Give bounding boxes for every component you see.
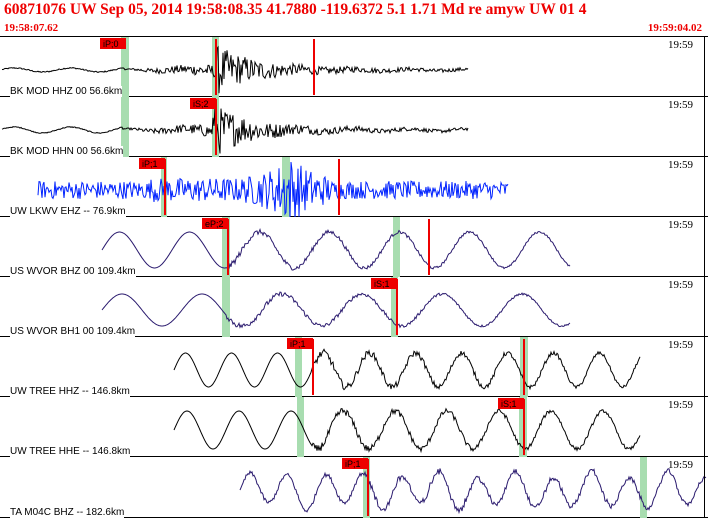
pick-line[interactable] — [523, 339, 525, 395]
analysis-window — [363, 457, 370, 518]
seismogram-panel[interactable]: iP;1 19:59 UW TREE HHZ -- 146.8km — [0, 337, 708, 398]
time-start-label: 19:58:07.62 — [4, 22, 59, 34]
pick-flag[interactable] — [139, 158, 165, 169]
waveform-canvas: iS;1 — [173, 397, 641, 457]
pick-line[interactable] — [367, 459, 369, 516]
seismogram-panels: iP;0 19:59 BK MOD HHZ 00 56.6km iS;2 19:59 BK… — [0, 37, 708, 519]
waveform-canvas: iP;0 — [1, 37, 469, 97]
header: 60871076 UW Sep 05, 2014 19:58:08.35 41.… — [0, 0, 708, 38]
station-channel-label: BK MOD HHN 00 56.6km — [10, 146, 124, 158]
station-channel-label: UW TREE HHZ -- 146.8km — [10, 386, 130, 398]
pick-line[interactable] — [215, 39, 217, 95]
station-channel-label: TA M04C BHZ -- 182.6km — [10, 507, 125, 519]
seismogram-panel[interactable]: iP;0 19:59 BK MOD HHZ 00 56.6km — [0, 37, 708, 98]
pick-line[interactable] — [164, 159, 166, 215]
analysis-window — [297, 397, 304, 457]
pick-flag[interactable] — [498, 398, 524, 409]
analysis-window — [282, 157, 290, 217]
analysis-window — [121, 97, 129, 157]
pick-line[interactable] — [396, 279, 398, 335]
waveform-canvas: iP;1 — [239, 457, 707, 518]
waveform-trace — [239, 468, 707, 515]
panel-time-label: 19:59 — [668, 219, 694, 231]
pick-flag[interactable] — [287, 338, 313, 349]
pick-flag-label: iP;1 — [345, 459, 361, 469]
waveform-canvas: iP;1 — [37, 157, 509, 217]
header-divider — [0, 36, 708, 37]
station-channel-label: US WVOR BHZ 00 109.4km — [10, 266, 136, 278]
pick-flag[interactable] — [202, 218, 228, 229]
pick-line[interactable] — [428, 219, 430, 275]
seismogram-panel[interactable]: iP;1 19:59 UW LKWV EHZ -- 76.9km — [0, 157, 708, 218]
pick-flag-label: iS;2 — [193, 99, 209, 109]
waveform-trace — [173, 348, 641, 391]
pick-line[interactable] — [215, 99, 217, 155]
analysis-window — [121, 37, 129, 97]
panel-time-label: 19:59 — [668, 459, 694, 471]
right-border — [704, 37, 705, 518]
analysis-window — [222, 277, 230, 337]
waveform-trace — [173, 407, 641, 454]
station-channel-label: UW LKWV EHZ -- 76.9km — [10, 206, 126, 218]
pick-line[interactable] — [227, 219, 229, 275]
analysis-window — [295, 337, 302, 397]
pick-line[interactable] — [338, 159, 340, 215]
pick-line[interactable] — [313, 39, 315, 95]
panel-time-label: 19:59 — [668, 39, 694, 51]
station-channel-label: UW TREE HHE -- 146.8km — [10, 446, 131, 458]
waveform-canvas: iP;1 — [173, 337, 641, 397]
station-channel-label: US WVOR BH1 00 109.4km — [10, 326, 136, 338]
pick-line[interactable] — [523, 399, 525, 455]
pick-flag-label: iP;1 — [142, 159, 158, 169]
waveform-canvas: iS;1 — [101, 277, 571, 337]
time-end-label: 19:59:04.02 — [647, 22, 702, 34]
panel-time-label: 19:59 — [668, 99, 694, 111]
seismogram-panel[interactable]: iS;1 19:59 US WVOR BH1 00 109.4km — [0, 277, 708, 338]
pick-flag[interactable] — [342, 458, 368, 469]
waveform-canvas: iS;2 — [1, 97, 469, 157]
pick-flag-label: iP;1 — [290, 339, 306, 349]
panel-time-label: 19:59 — [668, 339, 694, 351]
waveform-trace — [37, 161, 509, 217]
pick-line[interactable] — [312, 339, 314, 395]
pick-flag-label: iS;1 — [501, 399, 517, 409]
pick-flag[interactable] — [100, 38, 126, 49]
waveform-trace — [1, 45, 469, 94]
analysis-window — [391, 277, 398, 337]
pick-flag[interactable] — [190, 98, 216, 109]
pick-flag[interactable] — [371, 278, 397, 289]
waveform-trace — [101, 227, 571, 271]
panel-time-label: 19:59 — [668, 279, 694, 291]
waveform-trace — [101, 291, 571, 329]
seismogram-panel[interactable]: iP;1 19:59 TA M04C BHZ -- 182.6km — [0, 457, 708, 519]
waveform-canvas: eP;2 — [101, 217, 571, 277]
pick-flag-label: eP;2 — [205, 219, 224, 229]
analysis-window — [222, 217, 230, 277]
waveform-trace — [1, 106, 469, 154]
station-channel-label: BK MOD HHZ 00 56.6km — [10, 86, 123, 98]
seismogram-panel[interactable]: iS;2 19:59 BK MOD HHN 00 56.6km — [0, 97, 708, 158]
seismogram-panel[interactable]: iS;1 19:59 UW TREE HHE -- 146.8km — [0, 397, 708, 458]
pick-flag-label: iS;1 — [374, 279, 390, 289]
pick-flag-label: iP;0 — [103, 39, 119, 49]
panel-time-label: 19:59 — [668, 399, 694, 411]
seismogram-panel[interactable]: eP;2 19:59 US WVOR BHZ 00 109.4km — [0, 217, 708, 278]
panel-time-label: 19:59 — [668, 159, 694, 171]
event-title: 60871076 UW Sep 05, 2014 19:58:08.35 41.… — [4, 1, 587, 18]
analysis-window — [640, 457, 647, 518]
analysis-window — [393, 217, 400, 277]
